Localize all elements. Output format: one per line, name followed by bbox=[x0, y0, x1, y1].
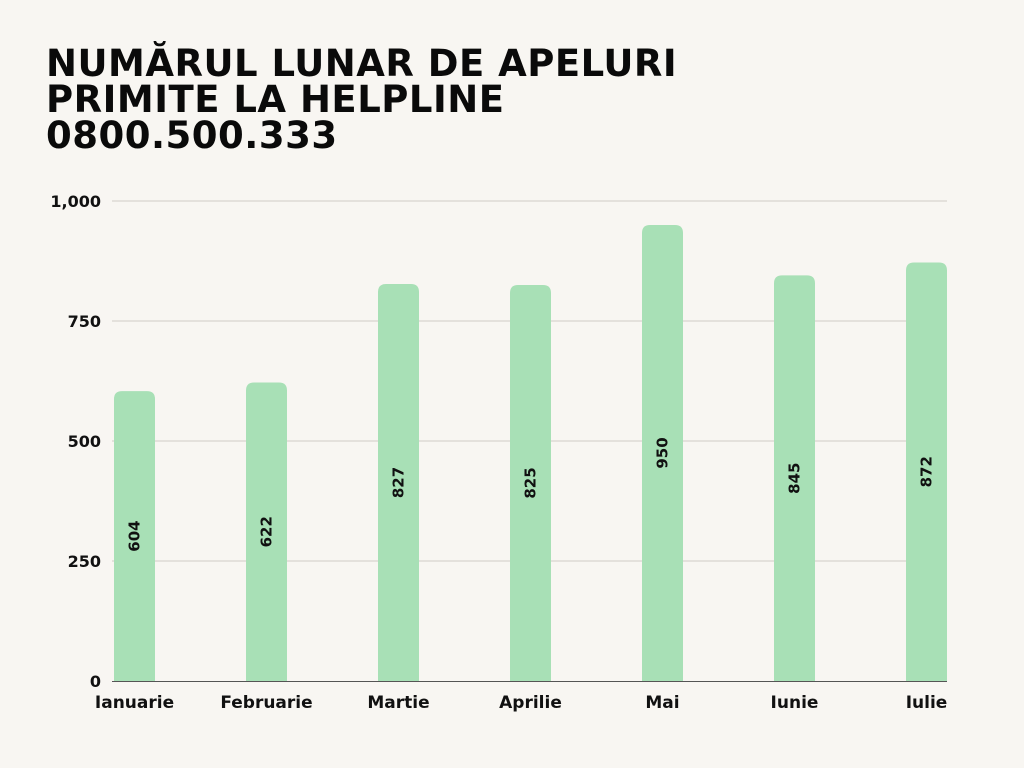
chart-title-line-3: 0800.500.333 bbox=[46, 114, 338, 157]
data-label: 872 bbox=[918, 456, 936, 487]
data-label: 604 bbox=[126, 520, 144, 551]
x-category-label: Ianuarie bbox=[95, 693, 174, 713]
chart-title-line-1: NUMĂRUL LUNAR DE APELURI bbox=[46, 42, 678, 85]
x-category-label: Iunie bbox=[771, 693, 819, 713]
x-axis-labels: Ianuarie Februarie Martie Aprilie Mai Iunie Iu… bbox=[95, 693, 947, 713]
y-tick-label: 0 bbox=[90, 672, 101, 691]
x-category-label: Februarie bbox=[220, 693, 312, 713]
y-tick-label: 500 bbox=[68, 432, 101, 451]
bar-iulie bbox=[906, 262, 947, 681]
bar-mai bbox=[642, 225, 683, 681]
bar-iunie bbox=[774, 275, 815, 681]
bar-aprilie bbox=[510, 285, 551, 681]
y-tick-label: 250 bbox=[68, 552, 101, 571]
data-label: 950 bbox=[654, 437, 672, 468]
data-label: 825 bbox=[522, 467, 540, 498]
x-category-label: Mai bbox=[645, 693, 679, 713]
bar-martie bbox=[378, 284, 419, 681]
data-label: 845 bbox=[786, 463, 804, 494]
chart-title-line-2: PRIMITE LA HELPLINE bbox=[46, 78, 505, 121]
bars: 604 622 827 825 950 845 872 bbox=[114, 225, 947, 681]
y-tick-label: 750 bbox=[68, 312, 101, 331]
data-label: 622 bbox=[258, 516, 276, 547]
y-axis-ticks: 0 250 500 750 1,000 bbox=[50, 192, 101, 691]
x-category-label: Iulie bbox=[906, 693, 948, 713]
x-category-label: Martie bbox=[367, 693, 429, 713]
x-category-label: Aprilie bbox=[499, 693, 562, 713]
y-tick-label: 1,000 bbox=[50, 192, 101, 211]
bar-februarie bbox=[246, 382, 287, 681]
bar-ianuarie bbox=[114, 391, 155, 681]
data-label: 827 bbox=[390, 467, 408, 498]
chart-title: NUMĂRUL LUNAR DE APELURI PRIMITE LA HELP… bbox=[46, 42, 946, 157]
